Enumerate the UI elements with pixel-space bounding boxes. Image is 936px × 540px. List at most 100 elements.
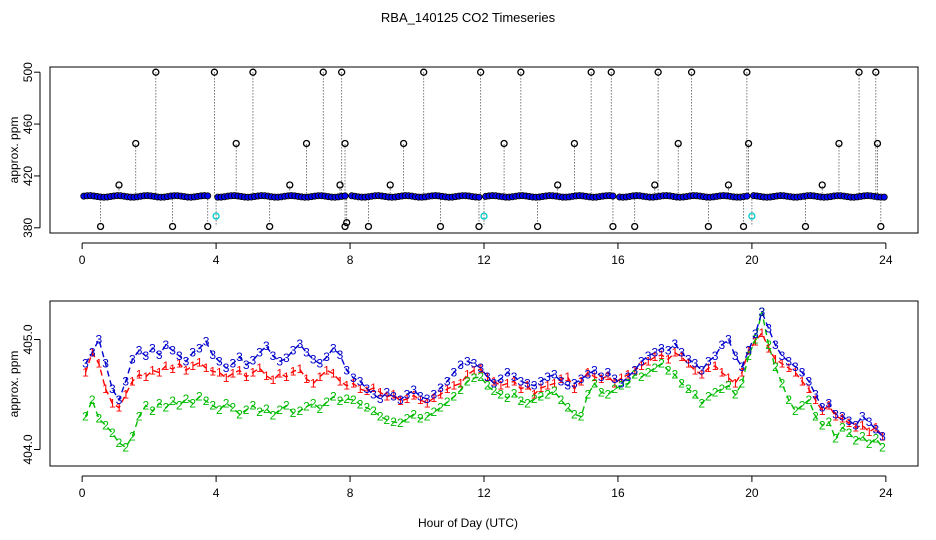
series-1-marker: 1: [156, 366, 163, 380]
series-3-marker: 3: [310, 352, 317, 366]
series-3-marker: 3: [497, 372, 504, 386]
series-3-marker: 3: [651, 346, 658, 360]
series-1-marker: 1: [564, 370, 571, 384]
series-3-marker: 3: [739, 360, 746, 374]
series-2-marker: 2: [799, 399, 806, 413]
series-3-marker: 3: [323, 350, 330, 364]
series-3-marker: 3: [866, 415, 873, 429]
series-3-marker: 3: [484, 370, 491, 384]
baseline-point: [881, 194, 887, 200]
series-3-marker: 3: [250, 353, 257, 367]
series-1-marker: 1: [872, 421, 879, 435]
x-tick-label: 4: [213, 486, 220, 500]
spike-point: [744, 139, 753, 148]
series-2-marker: 2: [859, 429, 866, 443]
series-1-marker: 1: [183, 363, 190, 377]
series-2-marker: 2: [330, 390, 337, 404]
series-1-marker: 1: [236, 363, 243, 377]
spike-point: [674, 139, 682, 148]
low-point: [475, 222, 483, 231]
series-3-marker: 3: [464, 355, 471, 369]
series-2-marker: 2: [377, 410, 384, 424]
series-3-line: [84, 309, 883, 437]
series-1-marker: 1: [645, 355, 652, 369]
y-tick-label: 500: [21, 62, 35, 82]
series-3-marker: 3: [859, 410, 866, 424]
series-3-marker: 3: [511, 370, 518, 384]
baseline-point: [342, 193, 348, 199]
series-2-marker: 2: [437, 401, 444, 415]
series-1-marker: 1: [497, 379, 504, 393]
series-2-line: [84, 311, 884, 449]
series-3-marker: 3: [116, 393, 123, 407]
series-2-marker: 2: [310, 396, 317, 410]
series-3-marker: 3: [350, 371, 357, 385]
x-tick-label: 16: [611, 253, 625, 267]
series-3-marker: 3: [692, 357, 699, 371]
series-1-marker: 1: [263, 369, 270, 383]
series-1-marker: 1: [678, 350, 685, 364]
series-3-marker: 3: [377, 392, 384, 406]
series-1-marker: 1: [437, 388, 444, 402]
x-tick-label: 24: [879, 253, 893, 267]
series-3-marker: 3: [571, 377, 578, 391]
series-2-marker: 2: [712, 385, 719, 399]
x-tick-label: 8: [347, 253, 354, 267]
series-2-marker: 2: [82, 410, 89, 424]
series-1-marker: 1: [832, 410, 839, 424]
series-2-marker: 2: [477, 370, 484, 384]
series-3-marker: 3: [370, 388, 377, 402]
series-1-marker: 1: [779, 357, 786, 371]
low-point: [96, 222, 105, 231]
spike-point: [554, 181, 562, 189]
series-1-marker: 1: [879, 429, 886, 443]
x-tick-label: 12: [477, 253, 491, 267]
series-2-marker: 2: [765, 338, 772, 352]
series-1-marker: 1: [538, 381, 545, 395]
series-2-marker: 2: [397, 416, 404, 430]
series-2-marker: 2: [410, 407, 417, 421]
series-2-marker: 2: [631, 368, 638, 382]
series-3-marker: 3: [611, 372, 618, 386]
baseline-point: [610, 193, 616, 199]
x-tick-label: 24: [879, 486, 893, 500]
series-2-marker: 2: [370, 404, 377, 418]
series-1-marker: 1: [618, 371, 625, 385]
low-point: [748, 212, 756, 220]
series-2-marker: 2: [698, 396, 705, 410]
series-2-marker: 2: [551, 384, 558, 398]
series-2-marker: 2: [826, 415, 833, 429]
series-2-marker: 2: [203, 394, 210, 408]
series-3-marker: 3: [832, 407, 839, 421]
series-1-marker: 1: [270, 373, 277, 387]
series-1-marker: 1: [223, 371, 230, 385]
series-2-marker: 2: [149, 404, 156, 418]
top-y-axis-title: approx. ppm: [7, 117, 21, 184]
series-2-marker: 2: [183, 392, 190, 406]
series-3-marker: 3: [491, 377, 498, 391]
series-2-marker: 2: [296, 404, 303, 418]
series-2-marker: 2: [471, 371, 478, 385]
series-2-marker: 2: [504, 391, 511, 405]
series-1-marker: 1: [752, 335, 759, 349]
series-1-marker: 1: [725, 371, 732, 385]
low-point: [343, 218, 351, 227]
series-2-marker: 2: [792, 404, 799, 418]
series-2-marker: 2: [109, 426, 116, 440]
series-2-marker: 2: [665, 363, 672, 377]
series-1-marker: 1: [330, 367, 337, 381]
series-3-marker: 3: [337, 348, 344, 362]
series-2-marker: 2: [229, 401, 236, 415]
series-1-marker: 1: [839, 412, 846, 426]
spike-point: [152, 68, 160, 76]
series-2-marker: 2: [430, 405, 437, 419]
series-3-marker: 3: [196, 341, 203, 355]
series-1-marker: 1: [417, 393, 424, 407]
top-data-points: [80, 68, 888, 231]
bottom-y-axis: 404.0 405.0: [21, 324, 41, 465]
series-2-marker: 2: [263, 402, 270, 416]
series-2-marker: 2: [832, 432, 839, 446]
spike-point: [338, 68, 346, 76]
series-1-marker: 1: [785, 361, 792, 375]
series-3-marker: 3: [384, 385, 391, 399]
